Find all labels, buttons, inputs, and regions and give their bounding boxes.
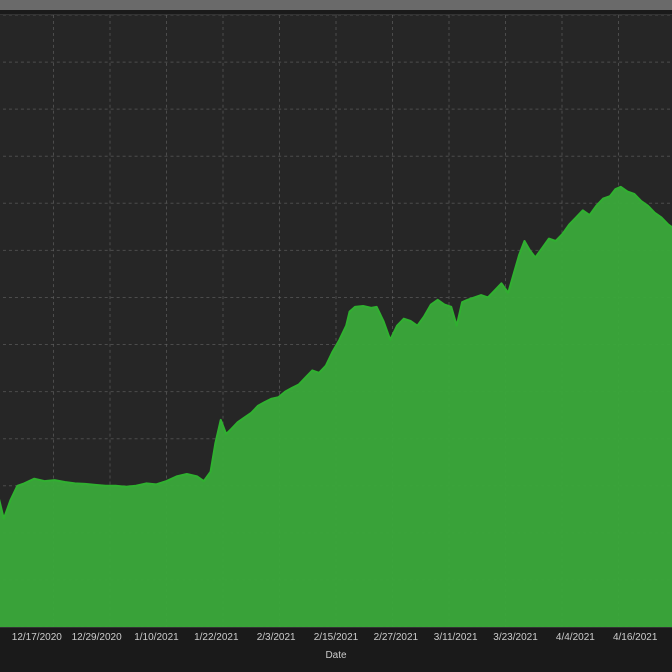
area-chart-svg bbox=[0, 15, 672, 627]
x-axis-title: Date bbox=[325, 650, 346, 661]
x-tick-label: 12/17/2020 bbox=[12, 632, 62, 643]
x-tick-label: 3/11/2021 bbox=[434, 632, 478, 643]
x-tick-label: 3/23/2021 bbox=[493, 632, 538, 643]
x-tick-label: 4/16/2021 bbox=[613, 632, 658, 643]
chart-container: 2012/17/202012/29/20201/10/20211/22/2021… bbox=[0, 0, 672, 672]
window-titlebar bbox=[0, 0, 672, 10]
x-tick-label: 4/4/2021 bbox=[556, 632, 595, 643]
x-tick-label: 1/10/2021 bbox=[134, 632, 179, 643]
x-tick-label: 12/29/2020 bbox=[72, 632, 122, 643]
x-tick-label: 2/3/2021 bbox=[257, 632, 296, 643]
x-tick-label: 2/27/2021 bbox=[374, 632, 419, 643]
x-axis-labels: 2012/17/202012/29/20201/10/20211/22/2021… bbox=[0, 632, 672, 648]
x-tick-label: 1/22/2021 bbox=[194, 632, 239, 643]
plot-area[interactable] bbox=[0, 14, 672, 628]
x-tick-label: 2/15/2021 bbox=[314, 632, 359, 643]
